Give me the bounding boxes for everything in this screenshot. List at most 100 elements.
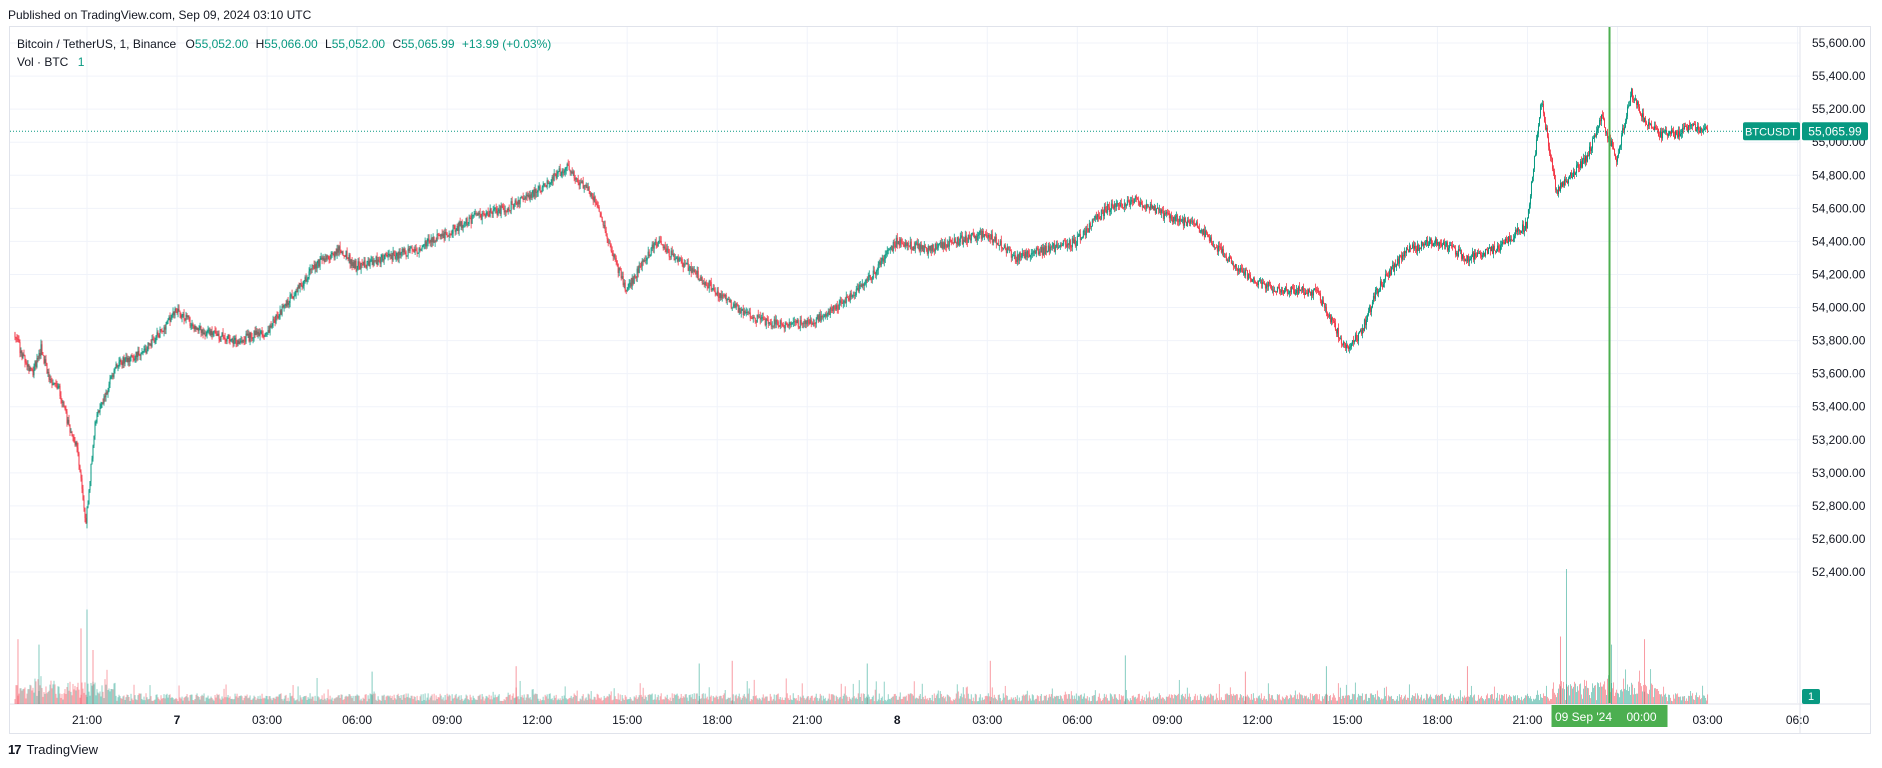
volume-bar bbox=[992, 698, 994, 704]
volume-bar bbox=[1381, 699, 1383, 704]
candle-body bbox=[1445, 242, 1447, 246]
volume-bar bbox=[277, 696, 279, 704]
volume-bar bbox=[836, 696, 838, 704]
candle-body bbox=[781, 323, 783, 325]
volume-bar bbox=[621, 695, 623, 704]
volume-bar bbox=[816, 697, 818, 704]
volume-bar bbox=[53, 680, 55, 704]
volume-bar bbox=[582, 694, 584, 704]
volume-bar bbox=[994, 697, 996, 704]
candle-body bbox=[1409, 246, 1411, 249]
candle-body bbox=[1581, 159, 1583, 168]
volume-bar bbox=[1533, 699, 1535, 704]
candle-body bbox=[1082, 231, 1084, 238]
candle-body bbox=[766, 318, 768, 321]
volume-bar bbox=[16, 685, 18, 704]
candle-body bbox=[540, 191, 542, 193]
candle-body bbox=[193, 326, 195, 330]
candle-body bbox=[277, 316, 279, 318]
volume-bar bbox=[413, 696, 415, 704]
candle-body bbox=[383, 259, 385, 261]
volume-bar bbox=[288, 701, 290, 704]
candle-body bbox=[1627, 106, 1629, 117]
volume-bar bbox=[1628, 690, 1630, 704]
volume-bar bbox=[266, 695, 268, 704]
volume-bar bbox=[837, 699, 839, 704]
candle-body bbox=[451, 233, 453, 235]
candle-body bbox=[915, 242, 917, 244]
candle-body bbox=[296, 290, 298, 293]
candle-body bbox=[1608, 137, 1610, 139]
volume-bar bbox=[464, 698, 466, 704]
candle-body bbox=[421, 247, 423, 250]
volume-bar bbox=[554, 697, 556, 704]
volume-bar bbox=[591, 699, 593, 704]
volume-bar bbox=[619, 694, 621, 704]
candle-body bbox=[640, 266, 642, 268]
candle-body bbox=[1497, 245, 1499, 249]
candle-body bbox=[710, 282, 712, 291]
volume-bar bbox=[678, 698, 680, 704]
candle-body bbox=[960, 235, 962, 237]
volume-bar bbox=[520, 697, 522, 704]
volume-bar bbox=[544, 694, 546, 704]
volume-bar bbox=[525, 697, 527, 704]
candle-body bbox=[1036, 247, 1038, 250]
volume-bar bbox=[186, 694, 188, 704]
volume-bar bbox=[875, 681, 877, 704]
candle-body bbox=[1435, 238, 1437, 245]
volume-bar bbox=[1071, 695, 1073, 704]
candle-body bbox=[998, 245, 1000, 246]
volume-bar bbox=[1531, 701, 1533, 704]
volume-bar bbox=[832, 694, 834, 704]
candle-body bbox=[1175, 215, 1177, 217]
candle-body bbox=[698, 279, 700, 281]
candle-body bbox=[1602, 114, 1604, 116]
candle-body bbox=[716, 291, 718, 295]
candle-body bbox=[1085, 228, 1087, 236]
candle-body bbox=[928, 246, 930, 250]
volume-bar bbox=[1284, 697, 1286, 704]
candle-body bbox=[1563, 179, 1565, 186]
volume-bar bbox=[651, 693, 653, 704]
volume-bar bbox=[1212, 695, 1214, 704]
volume-bar bbox=[434, 700, 436, 704]
candle-body bbox=[599, 211, 601, 213]
candle-body bbox=[593, 196, 595, 201]
candle-body bbox=[568, 165, 570, 170]
candle-body bbox=[1433, 243, 1435, 245]
candle-body bbox=[1434, 238, 1436, 244]
volume-bar bbox=[101, 685, 103, 704]
volume-bar bbox=[783, 700, 785, 704]
candle-body bbox=[431, 238, 433, 243]
volume-bar bbox=[44, 693, 46, 704]
candle-body bbox=[304, 277, 306, 282]
volume-bar bbox=[715, 695, 717, 704]
volume-bar bbox=[944, 696, 946, 704]
volume-bar bbox=[1405, 699, 1407, 704]
volume-bar bbox=[1575, 692, 1577, 704]
volume-bar bbox=[148, 698, 150, 704]
volume-bar bbox=[1083, 693, 1085, 704]
volume-bar bbox=[590, 691, 592, 704]
volume-bar bbox=[389, 695, 391, 704]
candle-body bbox=[1116, 203, 1118, 204]
volume-bar bbox=[1597, 682, 1599, 704]
volume-bar bbox=[20, 688, 22, 704]
volume-bar bbox=[1155, 697, 1157, 704]
candle-body bbox=[1185, 221, 1187, 226]
volume-bar bbox=[1616, 689, 1618, 704]
volume-bar bbox=[966, 686, 968, 704]
volume-bar bbox=[134, 695, 136, 704]
candle-body bbox=[276, 314, 278, 317]
volume-bar bbox=[1110, 694, 1112, 704]
candle-body bbox=[1425, 239, 1427, 243]
volume-bar bbox=[1649, 689, 1651, 704]
volume-bar bbox=[1171, 695, 1173, 704]
candle-body bbox=[672, 253, 674, 255]
volume-bar bbox=[1257, 696, 1259, 704]
volume-bar bbox=[1606, 695, 1608, 704]
candle-body bbox=[1489, 247, 1491, 251]
candle-body bbox=[1006, 246, 1008, 253]
